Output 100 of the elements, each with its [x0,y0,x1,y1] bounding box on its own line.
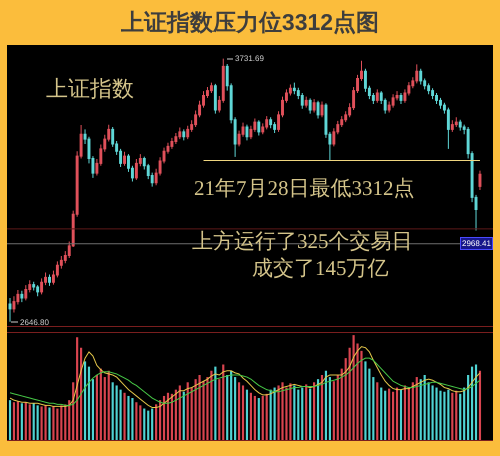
candlestick [376,88,379,104]
candlestick [419,68,422,86]
bar [392,392,394,440]
bar [20,403,23,440]
bar [84,361,86,440]
bar [64,404,66,440]
candlestick [170,137,174,150]
bar [92,379,94,440]
annotation: 成交了145万亿 [252,256,388,280]
candlestick [308,98,312,114]
bar [455,390,458,440]
bar [222,364,224,440]
candlestick [439,97,442,110]
candlestick [245,124,248,141]
candlestick [8,297,12,322]
bar [147,410,150,440]
candlestick [415,64,418,84]
bar [313,382,316,440]
bar [443,392,446,440]
bar [40,406,43,440]
bar [151,408,154,440]
bar [293,385,296,440]
bar [139,405,142,440]
bar [96,374,98,440]
candlestick [478,170,482,191]
candlestick [178,126,182,140]
bar [32,403,35,440]
bar [364,361,367,440]
annotation: 3731.69 [235,54,264,63]
candlestick [304,96,308,108]
candlestick [214,83,217,114]
candlestick [316,100,320,120]
candlestick [312,98,316,113]
bar [435,388,438,440]
bar [266,394,268,440]
bar [123,392,126,440]
bar [246,390,248,440]
bar [56,408,58,440]
bar [285,388,288,440]
bar [12,402,16,440]
bar [131,398,134,440]
candlestick [48,274,51,286]
bar [202,381,205,440]
annotation: 上证指数 [46,76,134,101]
bar [400,390,402,440]
bar [431,385,434,440]
bar [384,390,386,440]
bar [143,408,146,440]
bar [376,382,378,440]
candlestick [36,284,40,297]
bar [242,385,244,440]
bar [309,388,312,440]
candlestick [427,82,430,95]
candlestick [458,119,462,132]
bar [420,379,422,440]
candlestick [450,120,454,132]
bar [238,382,240,440]
bar [16,401,19,440]
bar [88,366,90,440]
candlestick [24,284,28,301]
chart-title: 上证指数压力位3312点图 [120,9,380,36]
bar [478,370,482,440]
bar [301,388,304,440]
ref-line-label: 2968.41 [462,239,492,248]
bar [112,382,114,440]
candlestick [400,92,402,104]
candlestick [446,107,450,150]
bar [178,385,181,440]
bar [360,350,363,440]
bar [451,392,454,440]
bar [8,400,12,440]
bar [416,377,418,440]
candlestick [20,290,24,303]
bar [36,405,39,440]
annotation: 21年7月28日最低3312点 [194,176,414,200]
bar [254,396,256,440]
bar [368,368,370,440]
bar [439,390,442,440]
candlestick [123,151,126,166]
bar [396,388,398,440]
bar [182,392,185,440]
candlestick [257,120,260,136]
bar [297,390,300,440]
bar [305,384,308,440]
candlestick [210,82,213,94]
bar [380,388,382,440]
bar [186,382,189,440]
bar [250,392,252,440]
bar [120,390,122,440]
bar [52,406,55,440]
bar [108,370,110,440]
candlestick [320,101,324,118]
annotation: 2646.80 [20,318,50,327]
bar [447,390,450,440]
candlestick [182,128,186,141]
annotation: 上方运行了325个交易日 [192,229,412,253]
candlestick [273,122,276,134]
bar [424,374,426,440]
candlestick [292,82,296,95]
bar [135,402,138,440]
